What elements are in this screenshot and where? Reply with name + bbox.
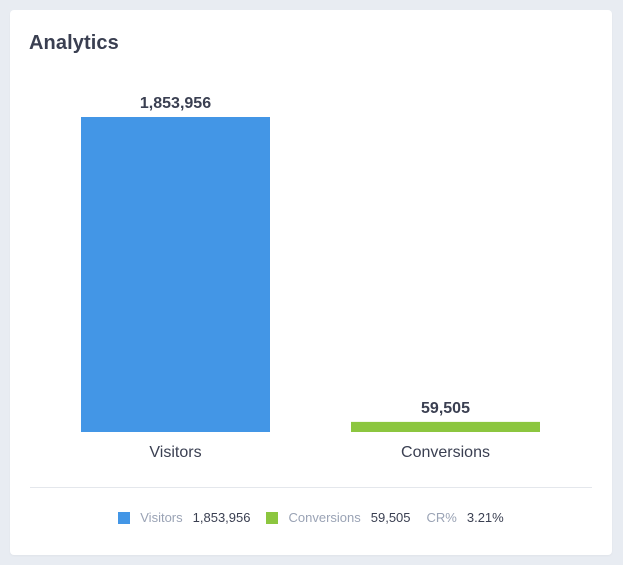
bar-visitors[interactable] <box>81 117 270 432</box>
bars-group: 1,853,956 Visitors 59,505 Conversions <box>81 95 540 461</box>
legend-label-conversions: Conversions <box>288 510 361 525</box>
legend-value-cr: 3.21% <box>466 510 504 525</box>
bar-chart: 1,853,956 Visitors 59,505 Conversions <box>81 95 540 461</box>
divider <box>30 487 592 488</box>
category-label-conversions: Conversions <box>401 444 490 461</box>
legend-item-conversions[interactable]: Conversions 59,505 <box>266 510 411 525</box>
legend-label-cr: CR% <box>426 510 457 525</box>
legend-label-visitors: Visitors <box>140 510 183 525</box>
category-label-visitors: Visitors <box>149 444 201 461</box>
card-title: Analytics <box>29 32 119 54</box>
bar-conversions[interactable] <box>351 421 540 432</box>
legend-value-conversions: 59,505 <box>370 510 411 525</box>
legend: Visitors 1,853,956 Conversions 59,505 CR… <box>10 510 612 525</box>
value-label-conversions: 59,505 <box>421 400 470 417</box>
legend-item-visitors[interactable]: Visitors 1,853,956 <box>118 510 250 525</box>
value-label-visitors: 1,853,956 <box>140 95 211 112</box>
legend-value-visitors: 1,853,956 <box>192 510 251 525</box>
analytics-card: Analytics 1,853,956 Visitors 59,505 Convers… <box>10 10 612 555</box>
legend-swatch-visitors <box>118 511 131 524</box>
legend-item-cr: CR% 3.21% <box>427 510 504 525</box>
legend-swatch-conversions <box>266 511 279 524</box>
